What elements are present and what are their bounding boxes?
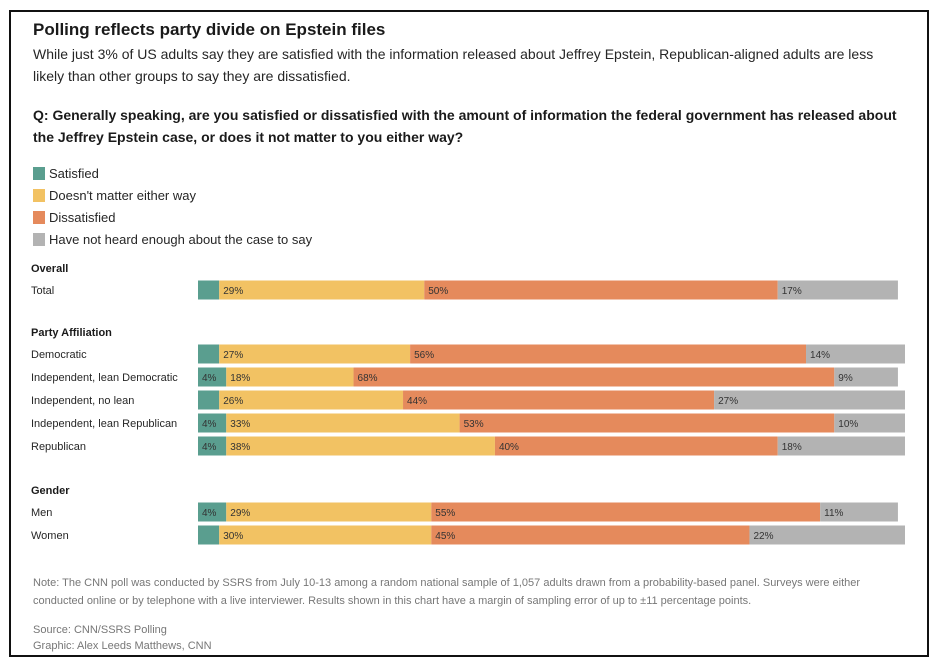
data-label-men-have-not-heard-enough-about-the-case-to-say: 11%	[824, 508, 843, 519]
data-label-independent-no-lean-have-not-heard-enough-about-the-case-to-say: 27%	[718, 396, 738, 407]
data-label-total-have-not-heard-enough-about-the-case-to-say: 17%	[782, 286, 802, 297]
bar-segment-men-dissatisfied	[431, 502, 821, 522]
bar-segment-women-doesn-t-matter-either-way	[219, 525, 432, 545]
bar-segment-men-have-not-heard-enough-about-the-case-to-say	[820, 502, 898, 522]
data-label-women-doesn-t-matter-either-way: 30%	[223, 531, 243, 542]
stacked-bar-chart: Overall Total 29% 50% 17% Party Affiliation De…	[31, 263, 905, 545]
bar-segment-independent-lean-democratic-have-not-heard-enough-about-the-case-to-say	[834, 367, 898, 387]
bar-segment-independent-lean-republican-satisfied	[198, 413, 227, 433]
data-label-independent-lean-democratic-dissatisfied: 68%	[358, 373, 378, 384]
legend-label-dissatisfied: Dissatisfied	[49, 210, 116, 225]
data-label-independent-lean-republican-satisfied: 4%	[202, 419, 217, 430]
bar-segment-women-satisfied	[198, 525, 220, 545]
data-label-democratic-dissatisfied: 56%	[414, 350, 434, 361]
data-label-independent-lean-democratic-have-not-heard-enough-about-the-case-to-say: 9%	[838, 373, 853, 384]
data-label-total-dissatisfied: 50%	[428, 286, 448, 297]
bar-segment-democratic-dissatisfied	[410, 344, 807, 364]
row-label-total: Total	[31, 285, 54, 297]
row-label-democratic: Democratic	[31, 349, 87, 361]
data-label-independent-lean-democratic-doesn-t-matter-either-way: 18%	[230, 373, 250, 384]
chart-title: Polling reflects party divide on Epstein…	[33, 20, 386, 39]
legend-label-not-heard-enough: Have not heard enough about the case to …	[49, 232, 313, 247]
data-label-women-have-not-heard-enough-about-the-case-to-say: 22%	[753, 531, 773, 542]
bar-segment-republican-have-not-heard-enough-about-the-case-to-say	[777, 436, 905, 456]
methodology-note: Note: The CNN poll was conducted by SSRS…	[33, 577, 861, 607]
row-label-men: Men	[31, 507, 52, 519]
bar-segment-men-satisfied	[198, 502, 227, 522]
bar-segment-independent-lean-democratic-satisfied	[198, 367, 227, 387]
bar-segment-independent-lean-republican-doesn-t-matter-either-way	[226, 413, 460, 433]
bar-segment-women-dissatisfied	[431, 525, 750, 545]
bar-segment-independent-no-lean-doesn-t-matter-either-way	[219, 390, 404, 410]
bar-segment-independent-lean-republican-dissatisfied	[459, 413, 835, 433]
data-label-women-dissatisfied: 45%	[435, 531, 455, 542]
bar-segment-independent-no-lean-satisfied	[198, 390, 220, 410]
group-header-gender: Gender	[31, 485, 70, 497]
legend-swatch-dissatisfied	[33, 211, 45, 224]
data-label-republican-have-not-heard-enough-about-the-case-to-say: 18%	[782, 442, 802, 453]
legend-label-doesnt-matter: Doesn't matter either way	[49, 188, 196, 203]
row-label-independent-no-lean: Independent, no lean	[31, 395, 134, 407]
bar-segment-men-doesn-t-matter-either-way	[226, 502, 432, 522]
row-label-republican: Republican	[31, 441, 86, 453]
bar-segment-women-have-not-heard-enough-about-the-case-to-say	[749, 525, 905, 545]
legend-swatch-doesnt-matter	[33, 189, 45, 202]
data-label-democratic-have-not-heard-enough-about-the-case-to-say: 14%	[810, 350, 830, 361]
bar-segment-total-dissatisfied	[424, 280, 778, 300]
source-line: Source: CNN/SSRS Polling	[33, 624, 167, 636]
bar-segment-independent-lean-democratic-doesn-t-matter-either-way	[226, 367, 354, 387]
row-label-women: Women	[31, 530, 69, 542]
data-label-republican-doesn-t-matter-either-way: 38%	[230, 442, 250, 453]
bar-segment-independent-lean-democratic-dissatisfied	[353, 367, 835, 387]
data-label-men-doesn-t-matter-either-way: 29%	[230, 508, 250, 519]
data-label-independent-no-lean-doesn-t-matter-either-way: 26%	[223, 396, 243, 407]
bar-segment-total-have-not-heard-enough-about-the-case-to-say	[777, 280, 898, 300]
bar-segment-democratic-have-not-heard-enough-about-the-case-to-say	[806, 344, 905, 364]
bar-segment-democratic-satisfied	[198, 344, 220, 364]
data-label-independent-lean-republican-doesn-t-matter-either-way: 33%	[230, 419, 250, 430]
bar-segment-independent-lean-republican-have-not-heard-enough-about-the-case-to-say	[834, 413, 905, 433]
row-label-independent-lean-republican: Independent, lean Republican	[31, 418, 177, 430]
legend-swatch-satisfied	[33, 167, 45, 180]
bar-segment-republican-dissatisfied	[494, 436, 778, 456]
group-header-party-affiliation: Party Affiliation	[31, 327, 112, 339]
data-label-republican-dissatisfied: 40%	[499, 442, 519, 453]
bar-segment-republican-doesn-t-matter-either-way	[226, 436, 495, 456]
data-label-democratic-doesn-t-matter-either-way: 27%	[223, 350, 243, 361]
bar-segment-total-doesn-t-matter-either-way	[219, 280, 425, 300]
bar-segment-democratic-doesn-t-matter-either-way	[219, 344, 411, 364]
bar-segment-independent-no-lean-dissatisfied	[403, 390, 715, 410]
chart-subtitle: While just 3% of US adults say they are …	[33, 46, 874, 84]
data-label-independent-lean-democratic-satisfied: 4%	[202, 373, 217, 384]
source-credits: Source: CNN/SSRS Polling Graphic: Alex L…	[33, 622, 212, 654]
data-label-independent-lean-republican-have-not-heard-enough-about-the-case-to-say: 10%	[838, 419, 858, 430]
data-label-republican-satisfied: 4%	[202, 442, 217, 453]
data-label-men-dissatisfied: 55%	[435, 508, 455, 519]
survey-question: Q: Generally speaking, are you satisfied…	[33, 107, 897, 145]
legend-label-satisfied: Satisfied	[49, 166, 99, 181]
data-label-independent-no-lean-dissatisfied: 44%	[407, 396, 427, 407]
legend-swatch-not-heard-enough	[33, 233, 45, 246]
row-label-independent-lean-democratic: Independent, lean Democratic	[31, 372, 178, 384]
bar-segment-total-satisfied	[198, 280, 220, 300]
data-label-total-doesn-t-matter-either-way: 29%	[223, 286, 243, 297]
chart-frame: Polling reflects party divide on Epstein…	[9, 10, 929, 657]
data-label-independent-lean-republican-dissatisfied: 53%	[464, 419, 484, 430]
data-label-men-satisfied: 4%	[202, 508, 217, 519]
bar-segment-independent-no-lean-have-not-heard-enough-about-the-case-to-say	[714, 390, 905, 410]
bar-segment-republican-satisfied	[198, 436, 227, 456]
graphic-credit: Graphic: Alex Leeds Matthews, CNN	[33, 640, 212, 652]
group-header-overall: Overall	[31, 263, 68, 275]
